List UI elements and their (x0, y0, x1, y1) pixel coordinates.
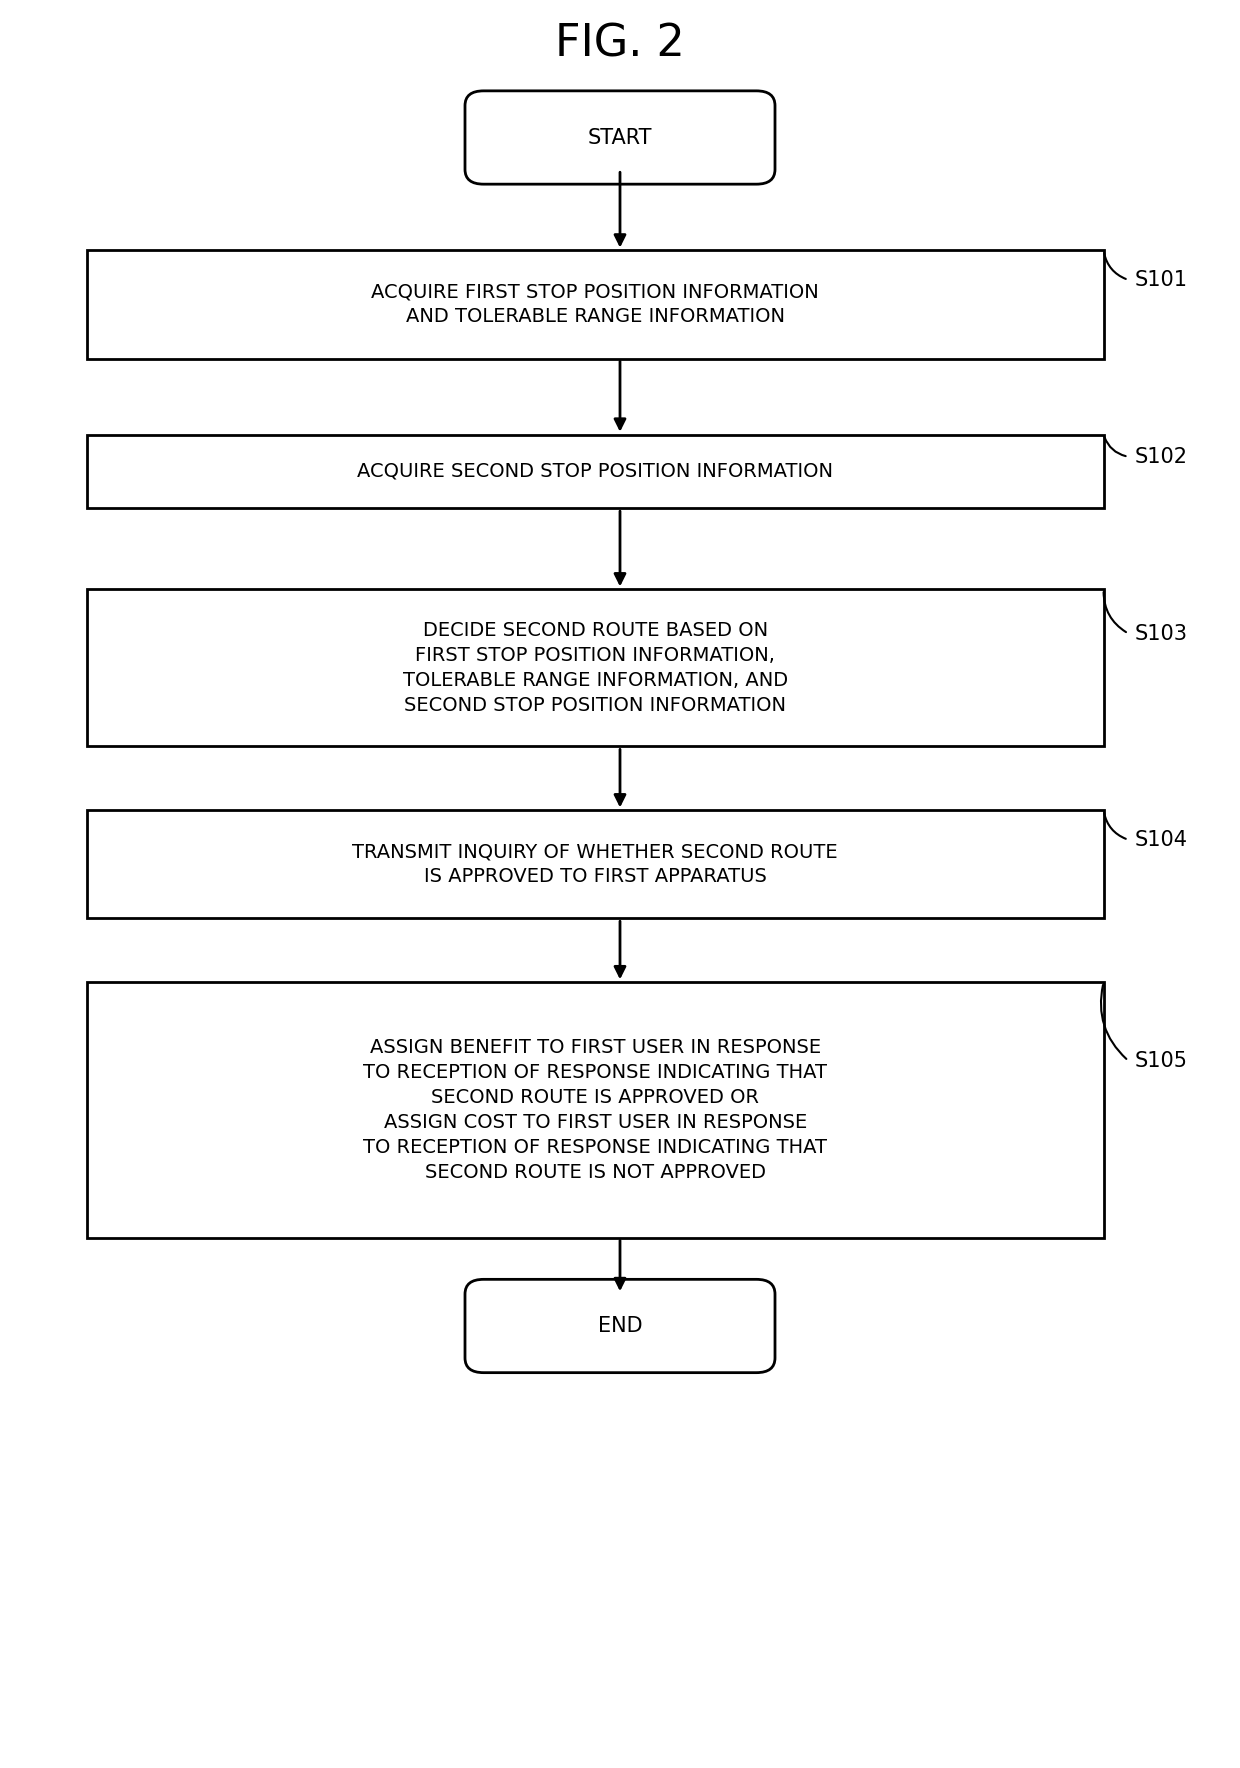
Bar (87, 810, 1104, 918)
Text: END: END (598, 1315, 642, 1337)
Text: S103: S103 (1135, 624, 1188, 644)
Text: ASSIGN BENEFIT TO FIRST USER IN RESPONSE
TO RECEPTION OF RESPONSE INDICATING THA: ASSIGN BENEFIT TO FIRST USER IN RESPONSE… (363, 1038, 827, 1183)
Bar (87, 983, 1104, 1238)
Bar (87, 251, 1104, 359)
Text: ACQUIRE SECOND STOP POSITION INFORMATION: ACQUIRE SECOND STOP POSITION INFORMATION (357, 461, 833, 481)
Text: TRANSMIT INQUIRY OF WHETHER SECOND ROUTE
IS APPROVED TO FIRST APPARATUS: TRANSMIT INQUIRY OF WHETHER SECOND ROUTE… (352, 842, 838, 886)
Text: DECIDE SECOND ROUTE BASED ON
FIRST STOP POSITION INFORMATION,
TOLERABLE RANGE IN: DECIDE SECOND ROUTE BASED ON FIRST STOP … (403, 621, 787, 714)
FancyBboxPatch shape (465, 90, 775, 184)
Text: S102: S102 (1135, 447, 1188, 467)
Text: S101: S101 (1135, 271, 1188, 290)
Text: START: START (588, 127, 652, 147)
Text: S104: S104 (1135, 829, 1188, 850)
Text: ACQUIRE FIRST STOP POSITION INFORMATION
AND TOLERABLE RANGE INFORMATION: ACQUIRE FIRST STOP POSITION INFORMATION … (371, 283, 820, 327)
FancyBboxPatch shape (465, 1280, 775, 1372)
Bar (87, 589, 1104, 746)
Text: S105: S105 (1135, 1050, 1188, 1071)
Bar (87, 435, 1104, 509)
Text: FIG. 2: FIG. 2 (556, 23, 684, 65)
